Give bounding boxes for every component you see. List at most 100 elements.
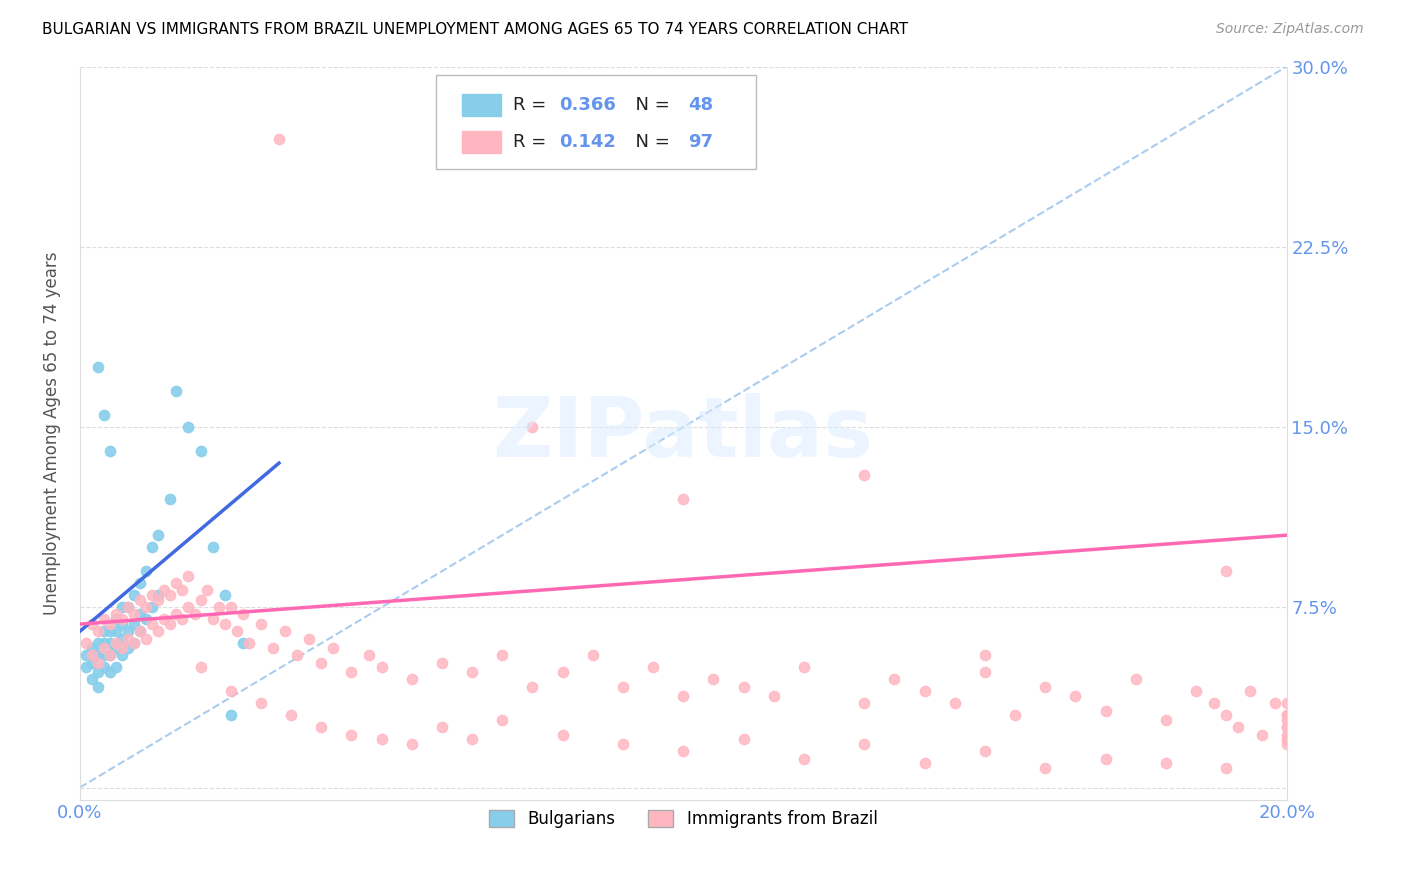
Point bbox=[148, 528, 170, 542]
Point bbox=[172, 612, 194, 626]
Point bbox=[80, 648, 103, 663]
Point bbox=[75, 648, 97, 663]
Point bbox=[87, 648, 110, 663]
Point bbox=[111, 641, 134, 656]
Point bbox=[201, 540, 224, 554]
Point bbox=[522, 680, 544, 694]
Point bbox=[914, 684, 936, 698]
Point bbox=[87, 665, 110, 680]
Point bbox=[232, 607, 254, 622]
Point bbox=[1275, 713, 1298, 727]
Point bbox=[80, 673, 103, 687]
Text: N =: N = bbox=[624, 133, 676, 151]
Legend: Bulgarians, Immigrants from Brazil: Bulgarians, Immigrants from Brazil bbox=[482, 804, 884, 835]
Point bbox=[93, 624, 115, 639]
Point bbox=[974, 744, 997, 758]
Point bbox=[267, 131, 290, 145]
Point bbox=[98, 636, 121, 650]
Point bbox=[87, 656, 110, 670]
Point bbox=[117, 632, 139, 646]
Point bbox=[370, 732, 392, 747]
Point bbox=[190, 444, 212, 458]
Point bbox=[75, 636, 97, 650]
Point bbox=[1094, 704, 1116, 718]
Point bbox=[135, 600, 157, 615]
Point bbox=[1004, 708, 1026, 723]
Point bbox=[1215, 708, 1237, 723]
Point bbox=[340, 665, 363, 680]
Point bbox=[93, 660, 115, 674]
Point bbox=[98, 665, 121, 680]
Point bbox=[430, 721, 453, 735]
Point bbox=[177, 420, 200, 434]
Point bbox=[853, 737, 876, 751]
Point bbox=[1227, 721, 1250, 735]
FancyBboxPatch shape bbox=[463, 94, 501, 116]
Point bbox=[225, 624, 247, 639]
Point bbox=[80, 656, 103, 670]
Point bbox=[172, 583, 194, 598]
Point bbox=[208, 600, 231, 615]
Point bbox=[183, 607, 205, 622]
Point bbox=[1033, 761, 1056, 775]
Point bbox=[219, 684, 242, 698]
Point bbox=[232, 636, 254, 650]
Point bbox=[98, 617, 121, 632]
Point bbox=[111, 612, 134, 626]
Point bbox=[93, 636, 115, 650]
Point bbox=[87, 680, 110, 694]
Point bbox=[93, 641, 115, 656]
Point bbox=[93, 612, 115, 626]
Point bbox=[98, 648, 121, 663]
Point bbox=[98, 444, 121, 458]
Point bbox=[129, 624, 152, 639]
Point bbox=[1251, 728, 1274, 742]
Point bbox=[122, 617, 145, 632]
Point bbox=[87, 636, 110, 650]
Text: 0.366: 0.366 bbox=[560, 95, 616, 114]
Point bbox=[98, 648, 121, 663]
Point bbox=[165, 576, 187, 591]
Text: N =: N = bbox=[624, 95, 676, 114]
Point bbox=[1154, 713, 1177, 727]
Point bbox=[262, 641, 284, 656]
Point bbox=[285, 648, 308, 663]
Point bbox=[141, 617, 163, 632]
Point bbox=[214, 617, 236, 632]
Point bbox=[702, 673, 724, 687]
Point bbox=[298, 632, 321, 646]
Point bbox=[238, 636, 260, 650]
Point bbox=[672, 689, 695, 703]
Point bbox=[111, 632, 134, 646]
Point bbox=[1239, 684, 1261, 698]
Point bbox=[135, 612, 157, 626]
Point bbox=[135, 564, 157, 578]
Text: R =: R = bbox=[513, 95, 553, 114]
Point bbox=[141, 588, 163, 602]
Point bbox=[122, 607, 145, 622]
Point bbox=[1064, 689, 1087, 703]
Point bbox=[1275, 732, 1298, 747]
Point bbox=[1275, 721, 1298, 735]
Point bbox=[122, 636, 145, 650]
Point bbox=[98, 624, 121, 639]
Point bbox=[148, 624, 170, 639]
Y-axis label: Unemployment Among Ages 65 to 74 years: Unemployment Among Ages 65 to 74 years bbox=[44, 252, 60, 615]
Point bbox=[370, 660, 392, 674]
Point bbox=[883, 673, 905, 687]
Point bbox=[201, 612, 224, 626]
Point bbox=[117, 600, 139, 615]
Point bbox=[93, 648, 115, 663]
Point bbox=[1215, 564, 1237, 578]
Text: ZIPatlas: ZIPatlas bbox=[492, 392, 873, 474]
Text: 48: 48 bbox=[688, 95, 713, 114]
Point bbox=[1275, 708, 1298, 723]
Point bbox=[214, 588, 236, 602]
Point bbox=[1094, 752, 1116, 766]
Point bbox=[105, 636, 128, 650]
Point bbox=[111, 600, 134, 615]
Point bbox=[1033, 680, 1056, 694]
Point bbox=[75, 660, 97, 674]
Point bbox=[793, 660, 815, 674]
Point bbox=[165, 607, 187, 622]
